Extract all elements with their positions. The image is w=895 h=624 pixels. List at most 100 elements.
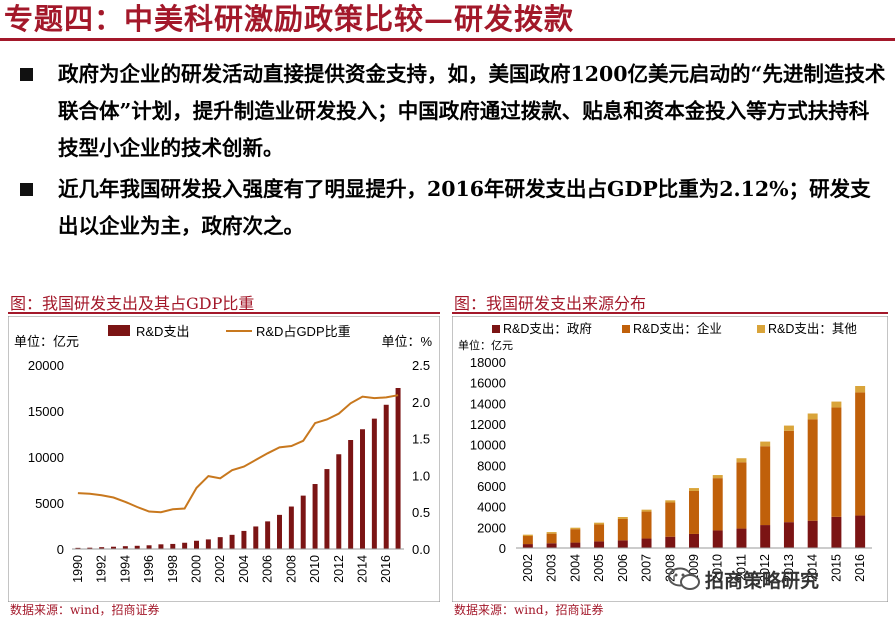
bar-ent-2008	[665, 502, 676, 537]
bullet-square-icon	[20, 183, 33, 196]
legend-swatch-2	[757, 325, 765, 333]
chart-frame	[8, 316, 440, 602]
bar-ent-2003	[546, 533, 557, 544]
y-tick-label: 20000	[28, 358, 64, 373]
bar-rd-2008	[288, 506, 294, 549]
y-tick-label: 0	[499, 541, 506, 556]
bar-ent-2004	[570, 529, 581, 543]
legend-label-1: R&D支出：企业	[633, 321, 722, 336]
bar-other-2012	[760, 441, 771, 447]
bar-rd-1990	[75, 547, 81, 549]
x-tick-label: 2007	[640, 554, 654, 582]
x-tick-label: 2003	[545, 554, 559, 582]
bar-gov-2008	[665, 536, 676, 548]
bar-other-2014	[807, 413, 818, 420]
left-axis-unit: 单位：亿元	[458, 338, 513, 352]
y-tick-label: 8000	[477, 458, 506, 473]
title-divider	[0, 38, 895, 41]
bar-rd-1995	[134, 545, 140, 549]
bar-other-2016	[855, 386, 866, 393]
bar-rd-2002	[217, 537, 223, 549]
right-chart-rule	[452, 312, 888, 314]
bar-other-2008	[665, 500, 676, 503]
bar-gov-2003	[546, 543, 557, 548]
bar-ent-2011	[736, 462, 747, 529]
x-tick-label: 2004	[568, 554, 582, 582]
x-tick-label: 2013	[782, 554, 796, 582]
bar-ent-2012	[760, 446, 771, 526]
bar-rd-2003	[229, 534, 235, 549]
x-tick-label: 1994	[118, 555, 132, 583]
bar-gov-2002	[522, 544, 533, 548]
x-tick-label: 2010	[308, 555, 322, 583]
bar-rd-2011	[324, 469, 330, 549]
y-tick-label: 5000	[35, 496, 64, 511]
bar-rd-2015	[371, 418, 377, 549]
bar-gov-2016	[855, 515, 866, 548]
bar-other-2005	[594, 522, 605, 525]
bullet-square-icon	[20, 68, 33, 81]
bar-gov-2006	[617, 540, 628, 548]
x-tick-label: 2016	[379, 555, 393, 583]
bar-rd-2016	[383, 404, 389, 549]
bar-gov-2011	[736, 528, 747, 548]
left-axis-unit: 单位：亿元	[14, 334, 79, 349]
y-tick-label: 15000	[28, 404, 64, 419]
bar-rd-2013	[348, 440, 354, 549]
bar-other-2013	[783, 425, 794, 431]
bar-rd-1997	[158, 544, 164, 549]
bar-gov-2012	[760, 525, 771, 548]
x-tick-label: 2006	[616, 554, 630, 582]
bar-other-2015	[831, 401, 842, 408]
bar-gov-2009	[689, 533, 699, 548]
bar-gov-2007	[641, 538, 652, 548]
bar-gov-2005	[594, 541, 605, 548]
rd-source-chart: 单位：亿元 R&D支出：政府 R&D支出：企业 R&D支出：其他 0 2000 4000 60…	[452, 316, 888, 602]
y-tick-label: 18000	[470, 355, 506, 370]
bar-rd-1994	[122, 546, 128, 549]
bar-gov-2013	[783, 522, 794, 548]
y-tick-label: 4000	[477, 500, 506, 515]
bar-rd-1991	[87, 547, 93, 549]
bar-rd-2004	[241, 530, 247, 549]
y2-tick-label: 2.5	[412, 358, 430, 373]
wechat-icon	[668, 567, 700, 590]
y2-tick-label: 0.0	[412, 542, 430, 557]
bar-rd-1993	[111, 546, 116, 549]
x-tick-label: 2002	[213, 555, 227, 583]
legend-label-rd: R&D支出	[136, 324, 189, 339]
x-tick-label: 2004	[237, 555, 251, 583]
bar-rd-2014	[360, 429, 365, 549]
bar-other-2002	[522, 534, 533, 537]
bar-rd-2010	[312, 484, 318, 549]
right-chart-source: 数据来源：wind，招商证券	[454, 603, 604, 617]
x-tick-label: 2006	[261, 555, 275, 583]
bar-ent-2006	[617, 518, 628, 541]
bar-rd-1998	[170, 543, 176, 549]
x-tick-label: 2000	[190, 555, 204, 583]
x-tick-label: 2008	[284, 555, 298, 583]
bullet-text: 政府为企业的研发活动直接提供资金支持，如，美国政府1200亿美元启动的“先进制造…	[58, 62, 886, 160]
bar-rd-2017	[395, 388, 401, 549]
bar-rd-1996	[146, 545, 152, 549]
bar-other-2009	[689, 488, 699, 491]
bar-ent-2007	[641, 511, 652, 539]
legend-label-2: R&D支出：其他	[768, 322, 857, 336]
legend-swatch-0	[492, 325, 500, 333]
page-title: 专题四：中美科研激励政策比较—研发拨款	[4, 2, 575, 36]
bar-ent-2005	[594, 524, 605, 542]
left-chart-rule	[8, 312, 440, 314]
y-tick-label: 0	[57, 542, 64, 557]
bar-rd-1999	[182, 542, 188, 549]
y-tick-label: 16000	[470, 376, 506, 391]
legend-swatch-rd	[108, 325, 130, 336]
x-tick-label: 2002	[521, 554, 535, 582]
bar-other-2010	[712, 475, 723, 479]
x-tick-label: 2012	[758, 554, 772, 582]
bar-rd-2005	[253, 526, 259, 549]
x-tick-label: 2016	[853, 554, 867, 582]
bar-other-2004	[570, 527, 581, 530]
y2-tick-label: 0.5	[412, 505, 430, 520]
bar-ent-2009	[689, 490, 699, 534]
bullet-item: 政府为企业的研发活动直接提供资金支持，如，美国政府1200亿美元启动的“先进制造…	[14, 56, 886, 167]
